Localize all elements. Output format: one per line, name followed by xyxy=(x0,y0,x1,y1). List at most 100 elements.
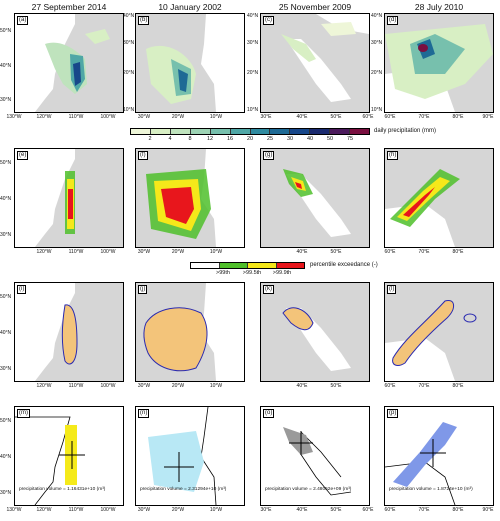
precipitation-tick: 8 xyxy=(188,136,192,142)
lon-label: 60°E xyxy=(384,383,396,389)
precipitation-volume: precipitation volume = 1.8724e+10 (m³) xyxy=(389,487,473,492)
panel-label: (i) xyxy=(17,285,27,294)
panel-b: (b) xyxy=(135,13,245,113)
panel-label: (k) xyxy=(263,285,274,294)
colorbar-swatch xyxy=(248,263,277,268)
lon-label: 50°E xyxy=(330,507,342,513)
panel-k: (k) xyxy=(260,282,370,382)
precipitation-volume: precipitation volume = 2.31294e+10 (m³) xyxy=(140,487,227,492)
colorbar-swatch xyxy=(310,129,331,134)
lat-label: 20°N xyxy=(123,70,135,76)
lat-label: 30°N xyxy=(0,232,12,238)
colorbar-swatch xyxy=(290,129,311,134)
lon-label: 20°W xyxy=(171,114,185,120)
precipitation-tick: 40 xyxy=(306,136,314,142)
precipitation-tick: 75 xyxy=(346,136,354,142)
lon-label: 10°W xyxy=(209,249,223,255)
lon-label: 60°E xyxy=(362,507,374,513)
map-atlantic-volume xyxy=(148,407,217,505)
colorbar-swatch xyxy=(190,129,211,134)
lon-label: 70°E xyxy=(418,507,430,513)
lon-label: 110°W xyxy=(68,507,84,513)
lon-label: 40°E xyxy=(296,383,308,389)
lat-label: 50°N xyxy=(0,160,12,166)
map-southasia-exceedance xyxy=(385,169,460,247)
map-atlantic-exceedance xyxy=(146,149,244,247)
colorbar-swatch xyxy=(170,129,191,134)
panel-label: (f) xyxy=(138,151,148,160)
column-title-1: 27 September 2014 xyxy=(31,2,107,12)
exceedance-tick: >99.9th xyxy=(272,270,292,276)
lon-label: 80°E xyxy=(452,383,464,389)
panel-h: (h) xyxy=(384,148,494,248)
panel-n: (n) precipitation volume = 2.31294e+10 (… xyxy=(135,406,245,506)
lon-label: 80°E xyxy=(452,114,464,120)
panel-label: (e) xyxy=(17,151,29,160)
lat-label: 40°N xyxy=(0,196,12,202)
map-arabia-exceedance xyxy=(283,169,351,237)
map-arabia-contour xyxy=(282,307,351,371)
exceedance-legend-title: percentile exceedance (-) xyxy=(310,262,378,268)
lat-label: 10°N xyxy=(247,107,259,113)
lon-label: 70°E xyxy=(418,114,430,120)
lon-label: 10°W xyxy=(209,114,223,120)
precipitation-tick: 20 xyxy=(246,136,254,142)
colorbar-swatch xyxy=(230,129,251,134)
map-southasia-volume xyxy=(385,422,457,505)
lon-label: 20°W xyxy=(171,507,185,513)
panel-label: (g) xyxy=(263,151,275,160)
panel-label: (a) xyxy=(17,16,29,25)
lon-label: 100°W xyxy=(100,383,116,389)
lat-label: 20°N xyxy=(371,70,383,76)
precipitation-tick: 16 xyxy=(226,136,234,142)
lat-label: 50°N xyxy=(0,294,12,300)
panel-p: (p) precipitation volume = 1.8724e+10 (m… xyxy=(384,406,494,506)
lon-label: 80°E xyxy=(452,507,464,513)
colorbar-swatch xyxy=(191,263,220,268)
panel-label: (j) xyxy=(138,285,148,294)
lat-label: 50°N xyxy=(0,28,12,34)
lon-label: 90°E xyxy=(482,114,494,120)
column-title-2: 10 January 2002 xyxy=(158,2,222,12)
lat-label: 40°N xyxy=(0,63,12,69)
panel-label: (h) xyxy=(387,151,399,160)
lon-label: 130°W xyxy=(6,114,22,120)
map-atlantic-precip xyxy=(146,14,244,112)
lat-label: 30°N xyxy=(123,40,135,46)
panel-l: (l) xyxy=(384,282,494,382)
lon-label: 120°W xyxy=(36,383,52,389)
colorbar-swatch xyxy=(131,129,151,134)
precipitation-tick: 4 xyxy=(168,136,172,142)
precipitation-volume: precipitation volume = 1.16431e+10 (m³) xyxy=(19,487,106,492)
lon-label: 30°W xyxy=(137,507,151,513)
lon-label: 110°W xyxy=(68,114,84,120)
panel-label: (c) xyxy=(263,16,274,25)
panel-a: (a) xyxy=(14,13,124,113)
lon-label: 120°W xyxy=(36,249,52,255)
lon-label: 60°E xyxy=(384,249,396,255)
lon-label: 100°W xyxy=(100,249,116,255)
lat-label: 50°N xyxy=(0,418,12,424)
colorbar-swatch xyxy=(270,129,291,134)
lon-label: 50°E xyxy=(330,249,342,255)
map-southasia-precip xyxy=(385,24,493,112)
map-usa-exceedance xyxy=(15,149,75,247)
lon-label: 30°W xyxy=(137,114,151,120)
map-usa-contour xyxy=(15,283,78,381)
precipitation-tick: 2 xyxy=(148,136,152,142)
lon-label: 80°E xyxy=(452,249,464,255)
panel-m: (m) precipitation volume = 1.16431e+10 (… xyxy=(14,406,124,506)
lat-label: 30°N xyxy=(0,366,12,372)
lon-label: 40°E xyxy=(296,249,308,255)
lon-label: 70°E xyxy=(418,383,430,389)
colorbar-swatch xyxy=(250,129,271,134)
precipitation-volume: precipitation volume = 2.48052e+09 (m³) xyxy=(265,487,352,492)
panel-c: (c) xyxy=(260,13,370,113)
panel-label: (n) xyxy=(138,409,150,418)
column-title-4: 28 July 2010 xyxy=(414,2,464,12)
colorbar-swatch xyxy=(150,129,171,134)
precipitation-tick: 50 xyxy=(326,136,334,142)
precipitation-tick: 30 xyxy=(286,136,294,142)
lat-label: 40°N xyxy=(0,330,12,336)
lon-label: 110°W xyxy=(68,249,84,255)
